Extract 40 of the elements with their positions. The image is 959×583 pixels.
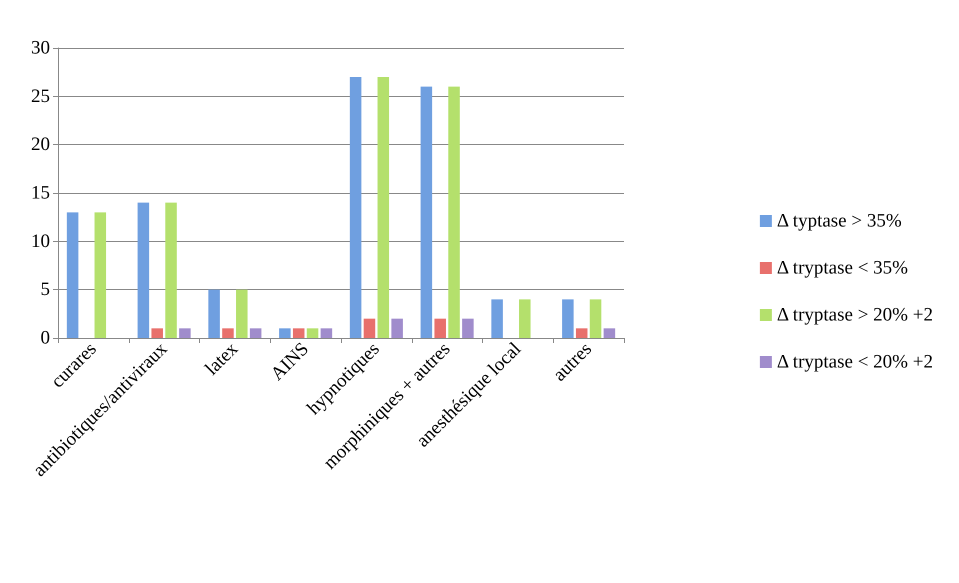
legend-label: Δ tryptase < 35% — [776, 258, 908, 278]
y-tick-label: 30 — [31, 38, 50, 58]
bar — [165, 202, 177, 338]
bar — [576, 328, 588, 338]
bar — [292, 328, 304, 338]
bar — [208, 290, 220, 338]
y-tick-label: 20 — [31, 134, 50, 156]
y-tick-label: 15 — [31, 182, 50, 204]
bar — [138, 202, 150, 338]
bar — [306, 328, 318, 338]
bar — [94, 212, 106, 338]
y-tick-label: 10 — [31, 230, 50, 252]
bar — [378, 77, 390, 338]
bar — [519, 299, 531, 338]
bar — [250, 328, 262, 338]
bar — [604, 328, 616, 338]
bar — [590, 299, 602, 338]
y-tick-label: 25 — [31, 86, 50, 107]
bar — [279, 328, 291, 338]
bar — [350, 77, 362, 338]
x-tick-label: latex — [201, 338, 243, 380]
bar — [320, 328, 332, 338]
bar — [562, 299, 574, 338]
legend-label: Δ tryptase > 20% +2 — [776, 304, 933, 326]
y-tick-label: 5 — [40, 279, 50, 300]
bar — [448, 86, 460, 338]
bar — [151, 328, 163, 338]
bar — [420, 86, 432, 338]
legend-label: Δ typtase > 35% — [776, 210, 902, 232]
bar — [179, 328, 191, 338]
bar — [391, 318, 403, 338]
bar — [462, 318, 474, 338]
bar — [434, 318, 446, 338]
bar — [491, 299, 503, 338]
bar — [364, 318, 376, 338]
bar — [236, 290, 248, 338]
legend-label: Δ tryptase < 20% +2 — [776, 352, 933, 372]
bar — [66, 212, 78, 338]
y-tick-label: 0 — [40, 328, 50, 348]
bar — [222, 328, 234, 338]
